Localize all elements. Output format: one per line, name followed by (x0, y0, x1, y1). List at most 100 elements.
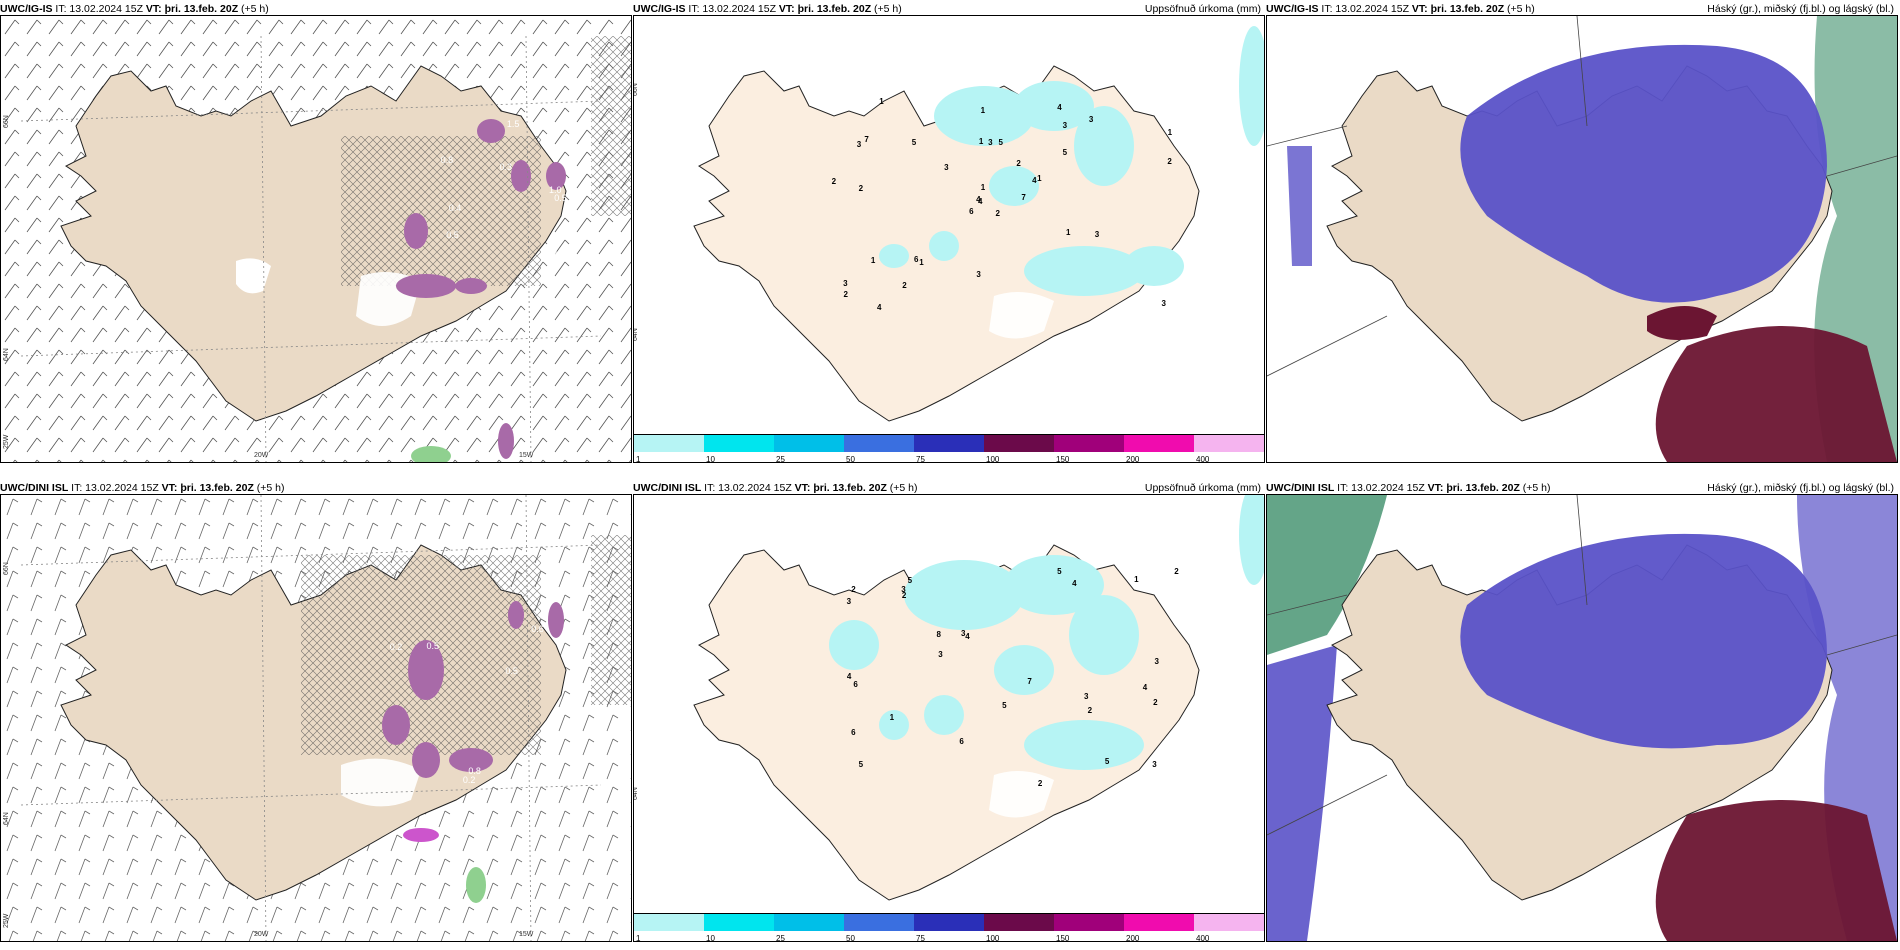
lead-time: (+5 h) (241, 3, 269, 15)
precip-value-label: 3 (1062, 120, 1068, 130)
legend-tick-label: 75 (916, 455, 925, 463)
lat-label-64: 64N (633, 328, 639, 341)
legend-swatch (844, 435, 915, 452)
icing-value-label: 0.5 (446, 230, 459, 241)
valid-time: VT: þri. 13.feb. 20Z (1411, 3, 1505, 15)
model-name: UWC/IG-IS (1266, 3, 1319, 15)
icing-value-label: 0.5 (426, 640, 440, 651)
panel-title: Uppsöfnuð úrkoma (mm) (1144, 482, 1261, 494)
icing-value-label: 0.2 (462, 774, 476, 785)
legend-tick-label: 50 (846, 455, 855, 463)
icing-value-label: 0.6 (531, 623, 544, 634)
lat-label-66: 66N (633, 83, 639, 96)
precip-value-label: 1 (980, 105, 986, 115)
precip-value-label: 3 (846, 597, 852, 607)
precip-value-label: 3 (1094, 229, 1100, 239)
init-time: IT: 13.02.2024 15Z (688, 3, 776, 15)
icing-value-label: 1.5 (506, 119, 520, 130)
lead-time: (+5 h) (1507, 3, 1535, 15)
legend-swatch (704, 435, 775, 452)
icing-value-label: 0.2 (552, 245, 565, 256)
precip-value-label: 2 (902, 280, 907, 290)
legend-swatch (1194, 914, 1264, 931)
lon-label-20w: 20W (254, 452, 269, 459)
legend-swatch (1194, 435, 1264, 452)
legend-tick-label: 100 (986, 934, 1000, 942)
precip-value-label: 8 (936, 630, 941, 640)
precip-value-label: 2 (1037, 779, 1043, 789)
precip-value-label: 2 (1167, 157, 1172, 167)
precip-value-label: 4 (965, 631, 970, 641)
precip-value-label: 5 (858, 759, 864, 769)
init-time: IT: 13.02.2024 15Z (55, 3, 143, 15)
precip-value-label: 3 (856, 139, 862, 149)
icing-value-label: 0.2 (389, 642, 403, 653)
precip-value-label: 5 (1002, 701, 1007, 711)
precip-value-label: 1 (870, 256, 876, 266)
precip-value-label: 7 (1021, 193, 1026, 203)
precip-value-label: 4 (1057, 102, 1062, 112)
panel-clouds-bottom (1266, 494, 1898, 942)
legend-tick-label: 1 (636, 934, 641, 942)
precip-value-label: 1 (1167, 127, 1173, 137)
precip-value-label: 6 (851, 727, 856, 737)
legend-swatch (634, 914, 705, 931)
valid-time: VT: þri. 13.feb. 20Z (1427, 482, 1520, 494)
precip-value-label: 2 (901, 591, 907, 601)
precip-value-label: 2 (1174, 566, 1179, 576)
map-clouds-bottom (1267, 495, 1897, 941)
legend-tick-label: 400 (1196, 934, 1210, 942)
precip-value-label: 3 (843, 279, 848, 289)
precip-value-label: 3 (944, 163, 949, 172)
precip-value-label: 1 (980, 182, 986, 192)
precip-value-label: 4 (976, 195, 981, 205)
lead-time: (+5 h) (889, 482, 918, 494)
precip-value-label: 6 (969, 207, 974, 217)
legend-swatch (914, 914, 985, 931)
legend-tick-label: 150 (1056, 455, 1070, 463)
precip-value-label: 2 (995, 209, 1000, 219)
precip-value-label: 3 (1152, 760, 1157, 770)
precip-value-label: 7 (864, 135, 869, 145)
legend-swatch (984, 435, 1055, 452)
legend-tick-label: 100 (986, 455, 1000, 463)
model-name: UWC/DINI ISL (1266, 482, 1335, 494)
lon-label-20w: 20W (254, 931, 269, 938)
precip-value-label: 3 (1154, 656, 1159, 666)
precip-value-label: 4 (846, 672, 852, 682)
precip-legend-top: 1 10 25 50 75 100 150 200 400 (634, 434, 1264, 462)
model-name: UWC/IG-IS (633, 3, 686, 15)
legend-swatch (844, 914, 915, 931)
legend-swatch (774, 914, 845, 931)
model-name: UWC/DINI ISL (0, 482, 69, 494)
precip-value-label: 7 (1027, 677, 1032, 687)
map-precip-bottom (693, 495, 1264, 901)
legend-swatch (634, 435, 705, 452)
precip-value-label: 4 (1032, 176, 1037, 186)
icing-value-label: 0.5 (554, 193, 567, 204)
precip-value-label: 1 (1037, 174, 1042, 184)
lead-time: (+5 h) (874, 3, 902, 15)
legend-tick-label: 400 (1196, 455, 1210, 463)
precip-value-label: 2 (858, 183, 864, 193)
map-clouds-top (1267, 16, 1897, 462)
legend-swatch (1054, 435, 1125, 452)
legend-swatch (914, 435, 985, 452)
lat-label-64: 64N (3, 812, 10, 825)
icing-value-label: 1.0 (549, 185, 562, 196)
map-wind-top (1, 16, 631, 462)
lat-label-25w: 25W (3, 913, 10, 928)
legend-tick-label: 200 (1126, 934, 1140, 942)
precip-value-label: 4 (977, 197, 983, 207)
precip-value-label: 3 (1088, 115, 1094, 124)
precip-value-label: 6 (853, 679, 858, 689)
panel-title: Háský (gr.), miðský (fj.bl.) og lágský (… (1707, 3, 1894, 15)
precip-value-label: 6 (959, 737, 964, 746)
legend-tick-label: 25 (776, 455, 785, 463)
precip-value-label: 5 (1062, 147, 1068, 157)
legend-swatch (704, 914, 775, 931)
